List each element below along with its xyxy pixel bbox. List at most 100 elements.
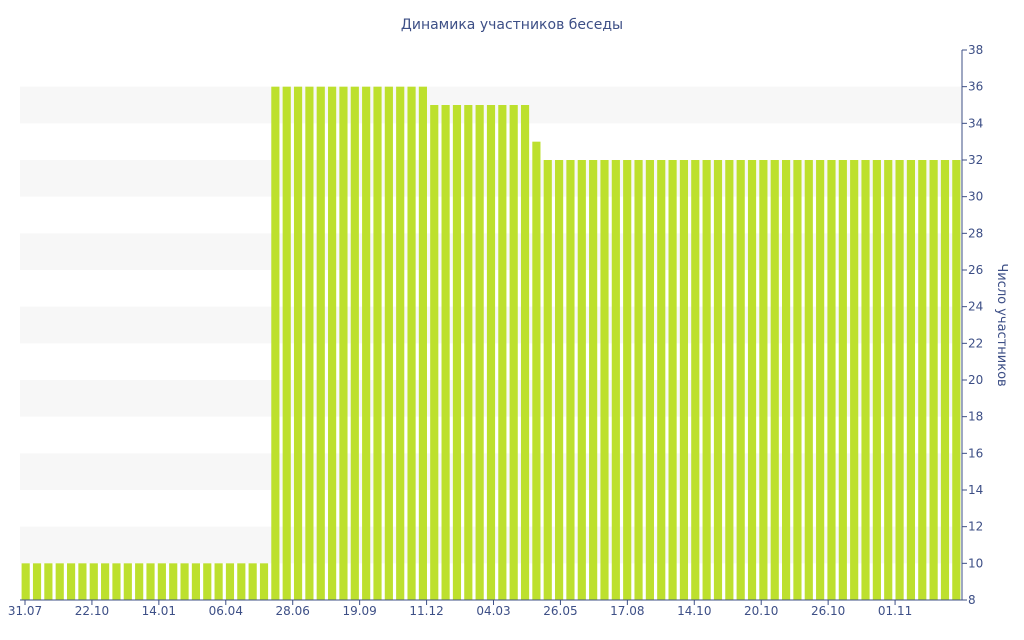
bar xyxy=(203,563,212,600)
y-tick-label: 26 xyxy=(968,263,983,277)
bar xyxy=(475,105,484,600)
x-tick-label: 01.11 xyxy=(878,604,912,618)
y-tick-label: 16 xyxy=(968,446,983,460)
bar xyxy=(736,160,745,600)
bar xyxy=(157,563,166,600)
bars xyxy=(21,86,961,601)
bar xyxy=(430,105,439,600)
bar xyxy=(713,160,723,600)
bar xyxy=(645,160,654,600)
bar xyxy=(66,563,76,600)
bar xyxy=(316,86,325,601)
bar xyxy=(577,160,586,600)
bar xyxy=(407,86,416,601)
x-tick-label: 26.10 xyxy=(811,604,845,618)
bar xyxy=(520,105,530,600)
bar xyxy=(293,86,303,601)
bar xyxy=(509,105,518,600)
bar xyxy=(112,563,121,600)
bar xyxy=(486,105,496,600)
y-ticks: 8 10 12 14 16 18 20 22 24 26 28 30 32 34 36 38 xyxy=(962,43,983,607)
bar xyxy=(78,563,87,600)
x-tick-label: 31.07 xyxy=(8,604,42,618)
x-tick-label: 19.09 xyxy=(342,604,376,618)
bar xyxy=(191,563,200,600)
x-tick-label: 04.03 xyxy=(476,604,510,618)
y-tick-label: 30 xyxy=(968,190,983,204)
bar xyxy=(396,86,405,601)
x-tick-label: 17.08 xyxy=(610,604,644,618)
y-tick-label: 32 xyxy=(968,153,983,167)
bar xyxy=(350,86,359,601)
bar xyxy=(135,563,144,600)
x-tick-label: 06.04 xyxy=(209,604,243,618)
x-tick-label: 20.10 xyxy=(744,604,778,618)
bar xyxy=(838,160,847,600)
bar xyxy=(850,160,859,600)
x-tick-label: 14.01 xyxy=(142,604,176,618)
bar xyxy=(702,160,711,600)
bar xyxy=(55,563,64,600)
y-tick-label: 10 xyxy=(968,556,983,570)
bar xyxy=(146,563,155,600)
bar xyxy=(248,563,257,600)
bar xyxy=(44,563,53,600)
y-tick-label: 20 xyxy=(968,373,983,387)
bar xyxy=(418,86,427,601)
bar xyxy=(929,160,938,600)
x-ticks: 31.07 22.10 14.01 06.04 28.06 19.09 11.12 04.03… xyxy=(8,600,912,618)
bar xyxy=(827,160,836,600)
bar xyxy=(89,563,98,600)
bar xyxy=(373,86,382,601)
bar xyxy=(452,105,462,600)
y-tick-label: 12 xyxy=(968,520,983,534)
bar xyxy=(123,563,132,600)
bar xyxy=(600,160,609,600)
bar xyxy=(884,160,893,600)
bar xyxy=(532,141,541,601)
bar xyxy=(918,160,927,600)
bar xyxy=(32,563,42,600)
bar xyxy=(180,563,189,600)
x-tick-label: 28.06 xyxy=(276,604,310,618)
y-axis-label: Число участников xyxy=(994,263,1009,386)
bar xyxy=(21,563,30,600)
y-tick-label: 36 xyxy=(968,80,983,94)
y-tick-label: 22 xyxy=(968,336,983,350)
bar xyxy=(895,160,904,600)
bar xyxy=(555,160,564,600)
bar xyxy=(271,86,280,601)
bar xyxy=(543,160,552,600)
bar xyxy=(679,160,689,600)
bar xyxy=(441,105,450,600)
bar xyxy=(782,160,791,600)
bar xyxy=(464,105,473,600)
bar xyxy=(725,160,734,600)
bar xyxy=(759,160,768,600)
bar xyxy=(747,160,757,600)
bar xyxy=(169,563,178,600)
y-tick-label: 14 xyxy=(968,483,983,497)
y-tick-label: 34 xyxy=(968,116,983,130)
bar xyxy=(952,160,961,600)
bar xyxy=(623,160,632,600)
bar xyxy=(816,160,825,600)
bar xyxy=(906,160,916,600)
x-tick-label: 22.10 xyxy=(75,604,109,618)
y-tick-label: 38 xyxy=(968,43,983,57)
y-tick-label: 18 xyxy=(968,410,983,424)
bar xyxy=(861,160,870,600)
bar xyxy=(657,160,666,600)
bar xyxy=(282,86,291,601)
bar xyxy=(214,563,223,600)
y-tick-label: 28 xyxy=(968,226,983,240)
bar xyxy=(940,160,950,600)
x-tick-label: 26.05 xyxy=(543,604,577,618)
bar xyxy=(362,86,371,601)
bar xyxy=(101,563,110,600)
bar xyxy=(305,86,314,601)
bar xyxy=(804,160,813,600)
bar xyxy=(691,160,700,600)
chart-title: Динамика участников беседы xyxy=(401,17,623,33)
